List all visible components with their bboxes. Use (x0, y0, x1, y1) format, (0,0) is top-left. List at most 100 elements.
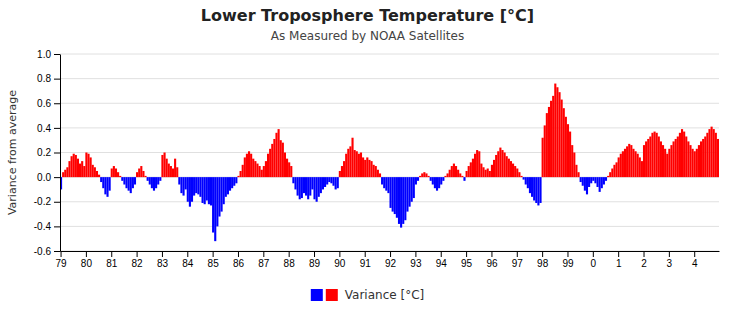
bar (176, 167, 178, 177)
x-tick: 2 (641, 251, 647, 269)
bar (501, 150, 503, 177)
y-tick: 0.6 (37, 98, 60, 109)
bar (546, 113, 548, 177)
bar (339, 171, 341, 177)
bar (656, 133, 658, 177)
bar (259, 166, 261, 177)
x-tick-label: 79 (55, 258, 67, 269)
bar (561, 100, 563, 178)
bar (223, 177, 225, 204)
tick-mark (390, 251, 391, 257)
bar (607, 176, 609, 177)
bar (702, 139, 704, 177)
bar (603, 177, 605, 184)
grid-line (60, 251, 719, 252)
bar (123, 177, 125, 184)
bar (425, 173, 427, 177)
bar (225, 177, 227, 197)
bar (73, 154, 75, 177)
bar (189, 177, 191, 207)
bar (307, 177, 309, 199)
bar (263, 166, 265, 177)
tick-mark (491, 251, 492, 257)
tick-mark (339, 251, 340, 257)
x-tick-label: 1 (616, 258, 622, 269)
bar (588, 177, 590, 187)
tick-mark (694, 251, 695, 257)
bar (292, 177, 294, 183)
bar (102, 177, 104, 188)
bar (159, 177, 161, 181)
x-tick-label: 88 (284, 258, 296, 269)
bar (428, 176, 430, 177)
y-tick-label: -0.4 (34, 221, 52, 232)
tick-mark (54, 153, 60, 154)
bar (430, 177, 432, 181)
bar (645, 141, 647, 177)
bar (185, 177, 187, 189)
tick-mark (567, 251, 568, 257)
bar (666, 154, 668, 177)
bar (497, 151, 499, 177)
bar (117, 172, 119, 177)
bar (491, 165, 493, 177)
bar (98, 175, 100, 177)
bar (658, 136, 660, 177)
bar (347, 149, 349, 177)
bar (368, 160, 370, 177)
bar (447, 173, 449, 177)
bar (394, 177, 396, 214)
bar (639, 157, 641, 177)
tick-mark (263, 251, 264, 257)
y-tick-label: 0.4 (37, 123, 51, 134)
tick-mark (542, 251, 543, 257)
bar (596, 177, 598, 187)
bar (523, 177, 525, 179)
tick-mark (54, 54, 60, 55)
bar (609, 172, 611, 177)
bar (485, 170, 487, 177)
tick-mark (187, 251, 188, 257)
bar (508, 159, 510, 177)
legend: Variance [°C] (311, 288, 424, 302)
x-tick: 80 (81, 251, 93, 269)
x-tick-label: 86 (233, 258, 245, 269)
bar (193, 177, 195, 195)
bar (62, 172, 64, 177)
tick-mark (54, 226, 60, 227)
bar (550, 101, 552, 177)
bar (242, 165, 244, 177)
bar (575, 165, 577, 177)
bar (392, 177, 394, 211)
bar (153, 177, 155, 191)
subtitle: As Measured by NOAA Satellites (271, 29, 464, 43)
bar (637, 154, 639, 177)
bar (383, 177, 385, 188)
bar (692, 149, 694, 177)
bar (183, 177, 185, 195)
x-tick-label: 94 (436, 258, 448, 269)
y-tick-label: 1.0 (37, 49, 51, 60)
x-tick: 81 (106, 251, 118, 269)
bar (147, 177, 149, 181)
bar (240, 171, 242, 177)
bar (294, 177, 296, 189)
x-tick: 1 (616, 251, 622, 269)
bar (174, 159, 176, 177)
y-tick-label: -0.2 (34, 196, 52, 207)
y-tick: -0.6 (34, 246, 60, 257)
bar (330, 177, 332, 183)
bar (396, 177, 398, 218)
bar (679, 133, 681, 177)
y-axis: -0.6-0.4-0.20.00.20.40.60.81.0 (34, 49, 61, 257)
x-tick: 0 (591, 251, 597, 269)
x-tick: 93 (410, 251, 422, 269)
tick-mark (54, 128, 60, 129)
bar (284, 153, 286, 178)
bar (415, 177, 417, 184)
bar (480, 164, 482, 178)
x-tick: 82 (132, 251, 144, 269)
bar (518, 172, 520, 177)
tick-mark (61, 251, 62, 257)
bar (599, 177, 601, 192)
